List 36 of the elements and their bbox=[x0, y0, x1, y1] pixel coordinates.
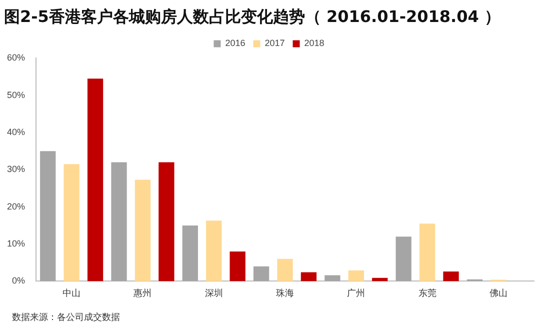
bar bbox=[40, 151, 56, 282]
source-note: 数据来源：各公司成交数据 bbox=[12, 312, 120, 323]
legend-label: 2017 bbox=[264, 38, 285, 48]
bar bbox=[182, 225, 198, 282]
x-tick-label: 佛山 bbox=[489, 288, 508, 298]
bar bbox=[419, 224, 436, 282]
y-tick-label: 0% bbox=[12, 276, 26, 286]
y-tick-label: 60% bbox=[7, 52, 26, 63]
bar bbox=[158, 162, 174, 282]
bar bbox=[348, 270, 364, 282]
x-tick-label: 东莞 bbox=[418, 288, 436, 298]
bar bbox=[64, 164, 80, 282]
bar bbox=[111, 162, 127, 282]
x-tick-label: 深圳 bbox=[204, 288, 223, 298]
x-tick-label: 珠海 bbox=[276, 288, 294, 298]
y-tick-label: 20% bbox=[7, 201, 26, 212]
bar bbox=[87, 78, 104, 282]
bar bbox=[277, 258, 293, 282]
y-tick-label: 50% bbox=[7, 90, 26, 100]
bar bbox=[206, 220, 222, 282]
bar bbox=[230, 251, 246, 282]
x-tick-label: 广州 bbox=[347, 288, 366, 298]
y-tick-label: 30% bbox=[7, 164, 26, 174]
bar bbox=[443, 272, 459, 282]
x-tick-label: 惠州 bbox=[132, 288, 152, 298]
bar bbox=[253, 266, 270, 282]
y-tick-label: 10% bbox=[7, 238, 26, 249]
bar bbox=[134, 180, 151, 282]
y-tick-label: 40% bbox=[7, 127, 26, 138]
bar bbox=[396, 236, 412, 282]
bar bbox=[300, 272, 317, 282]
bar bbox=[324, 275, 340, 282]
legend-label: 2018 bbox=[304, 38, 324, 48]
chart-title: 图2-5香港客户各城购房人数占比变化趋势（ 2016.01-2018.04 ） bbox=[4, 6, 500, 26]
legend-label: 2016 bbox=[225, 38, 246, 48]
x-tick-label: 中山 bbox=[62, 288, 81, 298]
